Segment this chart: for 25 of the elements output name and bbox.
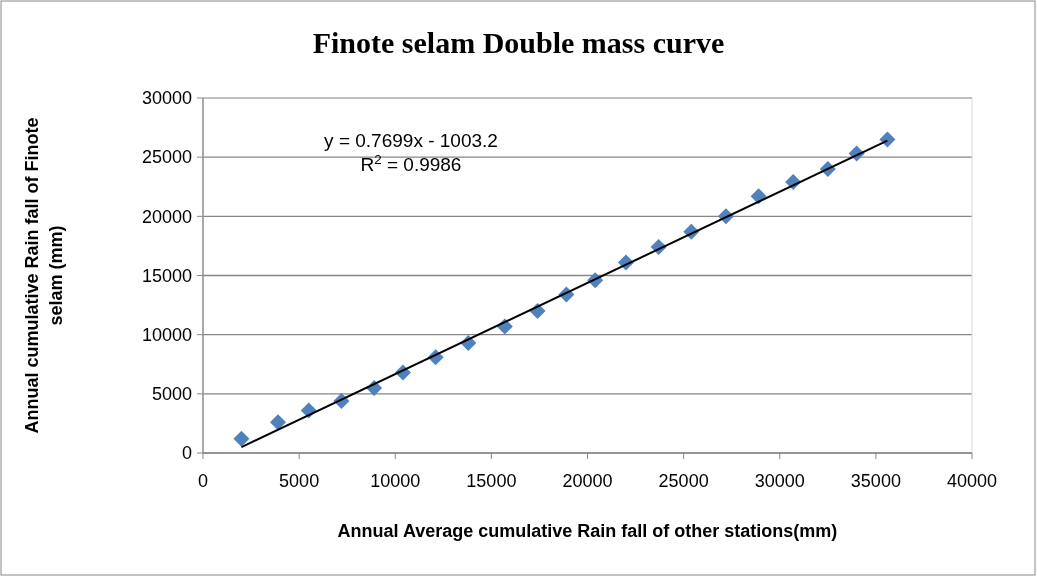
annotation: R$^{2}$ = 0.9986: [360, 151, 462, 175]
x-tick-label: 0: [197, 471, 209, 491]
x-tick-label: 5000: [279, 471, 320, 491]
chart-title: Finote selam Double mass curve: [312, 26, 725, 59]
x-tick-label: 40000: [946, 471, 998, 491]
x-tick-label: 25000: [658, 471, 709, 491]
x-tick-label: 30000: [754, 471, 805, 491]
x-axis-title: Annual Average cumulative Rain fall of other stations(mm): [337, 521, 838, 541]
y-tick-label: 20000: [141, 206, 192, 227]
y-tick-label: 10000: [141, 324, 192, 345]
point: [233, 430, 250, 447]
y-axis-title: Annual cumulative Rain fall of Finote selam (mm): [22, 117, 66, 434]
point: [879, 131, 896, 148]
y-tick-label: 30000: [141, 88, 192, 109]
x-tick-label: 35000: [850, 471, 901, 491]
y-tick-label: 15000: [141, 265, 192, 286]
annotation: y = 0.7699x - 1003.2: [324, 130, 498, 151]
point: [269, 414, 286, 431]
y-tick-label: 25000: [141, 147, 192, 168]
y-tick-label: 5000: [151, 384, 192, 405]
y-tick-label: 0: [181, 443, 192, 464]
point: [750, 188, 767, 205]
x-tick-label: 20000: [562, 471, 613, 491]
x-tick-label: 10000: [370, 471, 421, 491]
x-tick-label: 15000: [466, 471, 517, 491]
